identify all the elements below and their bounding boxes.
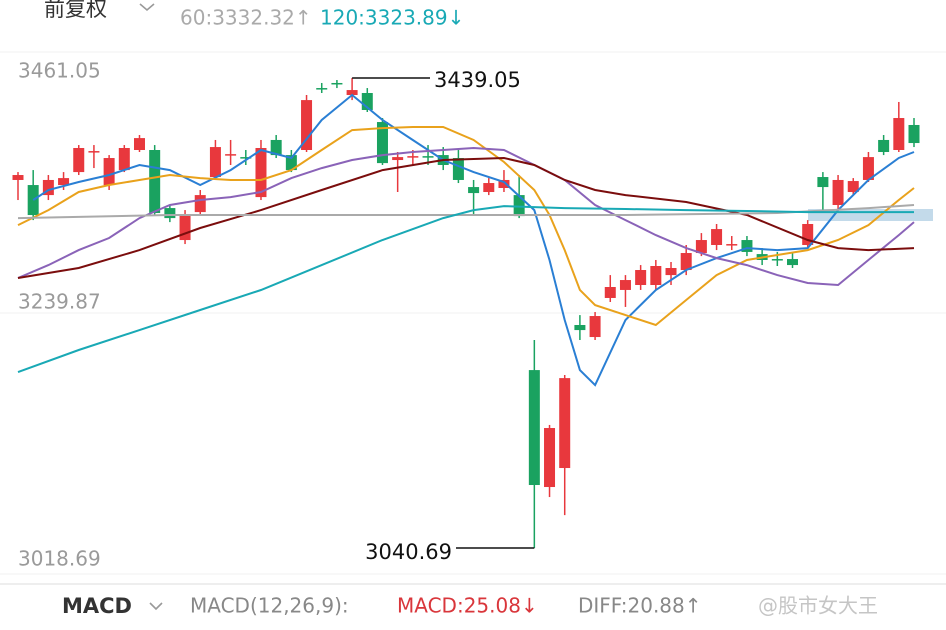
candle-body xyxy=(316,88,328,90)
candle-body xyxy=(817,177,829,188)
candle-body xyxy=(635,270,647,285)
ma-label: 60:3332.32↑ xyxy=(180,6,312,30)
plot-area: 3461.05 3239.87 3018.69 3439.05 3040.69 xyxy=(0,51,946,575)
candle-body xyxy=(240,157,252,159)
candle-body xyxy=(133,138,145,151)
candle-body xyxy=(58,178,70,186)
candle-body xyxy=(27,185,39,216)
ma-line xyxy=(17,126,915,327)
candle-body xyxy=(741,240,753,252)
candle-body xyxy=(559,378,571,469)
low-label: 3040.69 xyxy=(365,540,452,564)
indicator-selector[interactable]: MACD xyxy=(62,594,132,618)
candle-body xyxy=(88,151,100,153)
candle-body xyxy=(726,244,738,246)
watermark: @股市女大王 xyxy=(758,594,878,618)
candle-body xyxy=(194,195,206,213)
candle-body xyxy=(376,122,388,164)
candle-body xyxy=(574,325,586,331)
candle-body xyxy=(118,147,130,171)
y-tick-label: 3239.87 xyxy=(18,290,101,314)
candle-body xyxy=(650,265,662,285)
candle-body xyxy=(847,181,859,193)
candle-body xyxy=(73,147,85,173)
candle-body xyxy=(862,157,874,180)
candle-body xyxy=(589,316,601,338)
candle-body xyxy=(893,118,905,151)
candle-body xyxy=(468,187,480,194)
candle-body xyxy=(619,280,631,290)
candle-body xyxy=(301,100,313,151)
candle-body xyxy=(164,208,176,219)
candle-body xyxy=(346,90,358,96)
candle-body xyxy=(665,268,677,276)
ma-line xyxy=(17,204,915,220)
candle-body xyxy=(103,158,115,186)
candle-body xyxy=(452,158,464,180)
candle-body xyxy=(179,215,191,241)
candle-body xyxy=(42,179,54,196)
candle-body xyxy=(361,93,373,110)
candle-body xyxy=(498,179,510,188)
candle-body xyxy=(270,139,282,156)
candle-body xyxy=(771,259,783,261)
candle-body xyxy=(695,240,707,254)
ma-line xyxy=(17,205,914,374)
candle-body xyxy=(711,229,723,245)
candle-body xyxy=(209,147,221,178)
candle-body xyxy=(407,156,419,158)
candle-body xyxy=(604,287,616,298)
candle-body xyxy=(908,124,920,144)
ma-label: 120:3323.89↓ xyxy=(320,6,464,30)
ma-line xyxy=(17,156,915,279)
candle-body xyxy=(787,259,799,266)
y-tick-label: 3018.69 xyxy=(18,547,101,571)
candle-body xyxy=(331,82,343,85)
candle-body xyxy=(802,223,814,245)
candle-body xyxy=(528,370,540,486)
ma-line xyxy=(17,146,915,287)
candle-body xyxy=(680,253,692,271)
candle-body xyxy=(513,195,525,217)
candle-body xyxy=(544,428,556,488)
y-tick-label: 3461.05 xyxy=(18,59,101,83)
candle-body xyxy=(878,139,890,153)
candle-body xyxy=(832,179,844,205)
candle-body xyxy=(392,157,404,161)
candle-body xyxy=(422,156,434,158)
candle-body xyxy=(225,154,237,156)
candle-body xyxy=(483,183,495,193)
diff-value: DIFF:20.88↑ xyxy=(578,594,702,618)
candle-body xyxy=(12,175,24,180)
candle-body xyxy=(285,155,297,171)
chevron xyxy=(139,3,155,12)
adjust-selector[interactable]: 前复权 xyxy=(44,0,107,21)
macd-value: MACD:25.08↓ xyxy=(397,594,538,618)
high-label: 3439.05 xyxy=(434,68,521,92)
indicator-params: MACD(12,26,9): xyxy=(190,594,349,618)
candle-body xyxy=(255,147,267,198)
chevron xyxy=(149,602,163,611)
candle-body xyxy=(149,150,161,214)
